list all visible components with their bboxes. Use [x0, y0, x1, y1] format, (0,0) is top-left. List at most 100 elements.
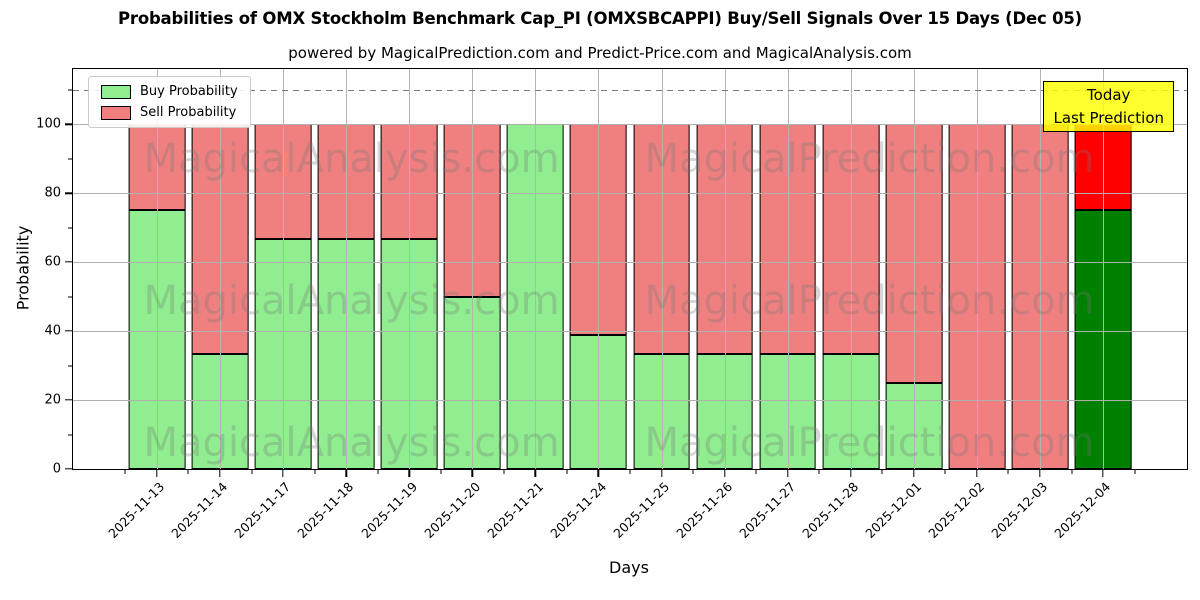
x-minor-tick — [314, 469, 316, 474]
today-annotation: Today Last Prediction — [1043, 81, 1174, 132]
x-tick — [471, 469, 473, 477]
x-tick-label-text: 2025-11-18 — [294, 479, 357, 541]
x-minor-tick — [1071, 469, 1073, 474]
x-minor-tick — [755, 469, 757, 474]
x-gridline — [409, 69, 411, 469]
y-minor-tick — [68, 227, 73, 229]
x-minor-tick — [629, 469, 631, 474]
x-tick — [786, 469, 789, 477]
y-axis-label: Probability — [13, 225, 33, 311]
chart-title: Probabilities of OMX Stockholm Benchmark… — [117, 9, 1082, 28]
x-gridline — [535, 69, 537, 469]
x-tick — [1102, 469, 1104, 477]
today-annotation-line1: Today — [1087, 86, 1131, 104]
x-tick-label-text: 2025-11-21 — [483, 479, 546, 541]
x-gridline — [219, 69, 221, 469]
x-tick-label-text: 2025-12-02 — [925, 479, 988, 541]
y-tick-label: 0 — [52, 461, 61, 477]
x-gridline — [156, 69, 158, 469]
x-gridline — [850, 69, 852, 469]
y-tick-label: 40 — [44, 323, 61, 339]
y-gridline — [73, 193, 1187, 195]
x-minor-tick — [440, 469, 442, 474]
x-gridline — [1103, 69, 1105, 469]
y-tick-label: 80 — [44, 185, 61, 201]
watermark-text: MagicalAnalysis.com — [143, 136, 560, 182]
x-gridline — [283, 69, 285, 469]
x-axis-label: Days — [609, 558, 649, 577]
buy-probability-swatch-icon — [101, 84, 131, 99]
watermark-text: MagicalAnalysis.com — [143, 278, 560, 324]
y-minor-tick — [68, 158, 73, 160]
x-minor-tick — [187, 469, 189, 474]
y-tick — [65, 192, 73, 194]
y-tick-label: 100 — [36, 116, 61, 132]
watermark-text: MagicalPrediction.com — [644, 278, 1095, 324]
x-tick-label-text: 2025-11-28 — [799, 479, 862, 541]
x-tick — [597, 469, 600, 477]
x-minor-tick — [818, 469, 820, 474]
x-tick — [282, 469, 284, 477]
x-tick-label-text: 2025-11-14 — [168, 479, 231, 541]
x-tick-label-text: 2025-12-03 — [988, 479, 1051, 541]
watermark-text: MagicalAnalysis.com — [143, 420, 560, 466]
x-minor-tick — [881, 469, 883, 474]
x-gridline — [724, 69, 726, 469]
y-gridline — [73, 262, 1187, 264]
legend-item-sell: Sell Probability — [101, 105, 238, 120]
y-gridline — [73, 124, 1187, 126]
y-tick — [65, 399, 73, 401]
y-minor-tick — [68, 89, 73, 91]
x-minor-tick — [1007, 469, 1009, 474]
x-tick — [345, 469, 347, 477]
x-tick — [1039, 469, 1041, 477]
legend: Buy Probability Sell Probability — [88, 76, 251, 128]
sell-probability-swatch-icon — [101, 105, 131, 120]
x-minor-tick — [377, 469, 379, 474]
y-tick — [65, 330, 73, 332]
x-minor-tick — [251, 469, 253, 474]
x-tick — [913, 469, 915, 477]
x-tick-label-text: 2025-11-26 — [673, 479, 736, 541]
watermark-text: MagicalPrediction.com — [644, 420, 1095, 466]
x-tick — [660, 469, 663, 477]
x-tick-label-text: 2025-11-19 — [357, 479, 420, 541]
x-tick — [850, 469, 852, 477]
x-tick-label-text: 2025-11-25 — [610, 479, 673, 541]
y-gridline — [73, 400, 1187, 402]
watermark-text: MagicalPrediction.com — [644, 136, 1095, 182]
y-gridline — [73, 331, 1187, 333]
x-minor-tick — [944, 469, 946, 474]
threshold-dashed-line — [73, 89, 1187, 92]
x-minor-tick — [692, 469, 694, 474]
x-gridline — [1040, 69, 1042, 469]
y-tick-label: 20 — [44, 392, 61, 408]
x-gridline — [661, 69, 663, 469]
x-tick-label-text: 2025-11-17 — [231, 479, 294, 541]
x-tick — [156, 469, 158, 477]
legend-sell-label: Sell Probability — [140, 105, 237, 120]
y-tick — [65, 123, 73, 125]
y-minor-tick — [68, 365, 73, 367]
x-tick-label-text: 2025-11-24 — [547, 479, 610, 541]
x-tick — [976, 469, 978, 477]
x-tick — [534, 469, 537, 477]
x-gridline — [598, 69, 600, 469]
x-tick — [408, 469, 410, 477]
x-tick — [219, 469, 221, 477]
x-gridline — [346, 69, 348, 469]
x-minor-tick — [503, 469, 505, 474]
x-gridline — [787, 69, 789, 469]
x-tick-label-text: 2025-12-04 — [1051, 479, 1114, 541]
chart-subtitle: powered by MagicalPrediction.com and Pre… — [288, 44, 912, 62]
y-tick-label: 60 — [44, 254, 61, 270]
plot-area: Buy Probability Sell Probability Today L… — [36, 68, 1188, 541]
y-minor-tick — [68, 296, 73, 298]
legend-item-buy: Buy Probability — [101, 84, 238, 99]
legend-buy-label: Buy Probability — [140, 84, 238, 99]
x-minor-tick — [124, 469, 126, 474]
x-tick-label-text: 2025-11-20 — [420, 479, 483, 541]
x-tick-label-text: 2025-12-01 — [862, 479, 925, 541]
x-gridline — [913, 69, 915, 469]
